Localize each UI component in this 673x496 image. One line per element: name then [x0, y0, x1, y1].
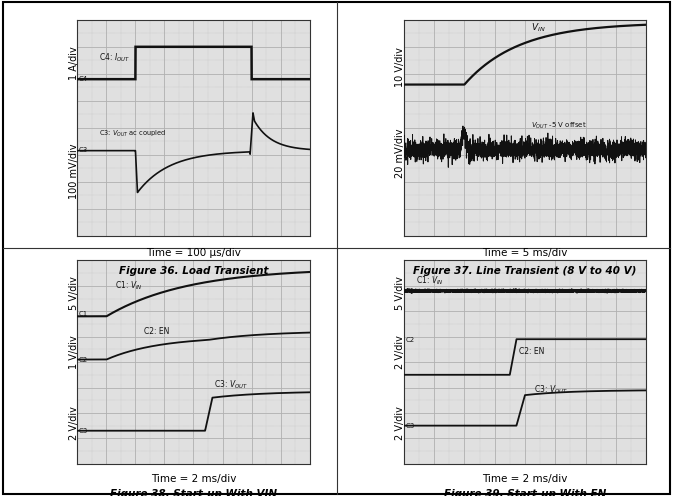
Text: 20 mV/div: 20 mV/div — [396, 129, 405, 179]
Text: C1: C1 — [79, 311, 88, 317]
Text: Time = 2 ms/div: Time = 2 ms/div — [151, 474, 236, 484]
Text: $V_{IN}$: $V_{IN}$ — [531, 22, 546, 34]
Text: C3: $V_{OUT}$: C3: $V_{OUT}$ — [214, 378, 248, 391]
Text: 2 V/div: 2 V/div — [396, 335, 405, 369]
Text: C2: C2 — [405, 337, 415, 343]
Text: 5 V/div: 5 V/div — [69, 276, 79, 310]
Text: C4: C4 — [79, 75, 88, 81]
Text: Figure 39. Start-up With EN: Figure 39. Start-up With EN — [444, 489, 606, 496]
Text: Time = 5 ms/div: Time = 5 ms/div — [483, 248, 567, 258]
Text: C3: $V_{OUT}$ ac coupled: C3: $V_{OUT}$ ac coupled — [99, 129, 166, 139]
Text: C3: C3 — [79, 428, 88, 434]
Text: C4: $I_{OUT}$: C4: $I_{OUT}$ — [99, 51, 131, 64]
Text: C3: C3 — [79, 147, 88, 153]
Text: C2: C2 — [79, 357, 88, 363]
Text: 2 V/div: 2 V/div — [396, 406, 405, 440]
Text: C3: $V_{OUT}$: C3: $V_{OUT}$ — [534, 383, 568, 396]
Text: Figure 37. Line Transient (8 V to 40 V): Figure 37. Line Transient (8 V to 40 V) — [413, 266, 637, 276]
Text: C1: $V_{IN}$: C1: $V_{IN}$ — [115, 279, 143, 292]
Text: C3: C3 — [405, 423, 415, 429]
Text: Figure 38. Start-up With VIN: Figure 38. Start-up With VIN — [110, 489, 277, 496]
Text: 100 mV/div: 100 mV/div — [69, 143, 79, 198]
Text: C1: $V_{IN}$: C1: $V_{IN}$ — [416, 274, 444, 287]
Text: $V_{OUT}$ -5 V offset: $V_{OUT}$ -5 V offset — [531, 121, 587, 131]
Text: 2 V/div: 2 V/div — [69, 406, 79, 440]
Text: C2: EN: C2: EN — [144, 327, 170, 336]
Text: C2: EN: C2: EN — [519, 348, 544, 357]
Text: Time = 100 μs/div: Time = 100 μs/div — [146, 248, 241, 258]
Text: 5 V/div: 5 V/div — [396, 276, 405, 310]
Text: C1: C1 — [405, 289, 415, 295]
Text: 10 V/div: 10 V/div — [396, 48, 405, 87]
Text: Time = 2 ms/div: Time = 2 ms/div — [483, 474, 567, 484]
Text: 1 A/div: 1 A/div — [69, 46, 79, 80]
Text: 1 V/div: 1 V/div — [69, 335, 79, 369]
Text: Figure 36. Load Transient: Figure 36. Load Transient — [118, 266, 269, 276]
